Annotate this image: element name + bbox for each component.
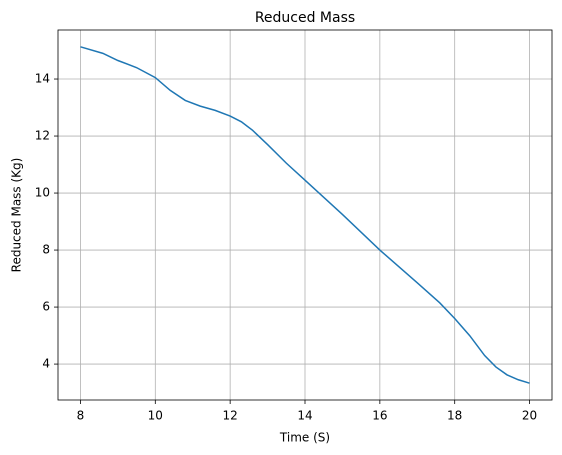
y-tick-label: 12 <box>35 129 50 143</box>
y-axis-label: Reduced Mass (Kg) <box>10 158 24 273</box>
y-tick-label: 8 <box>42 243 50 257</box>
x-tick-label: 10 <box>148 409 163 423</box>
y-tick-label: 6 <box>42 300 50 314</box>
x-tick-label: 16 <box>372 409 387 423</box>
y-tick-label: 10 <box>35 186 50 200</box>
y-tick-label: 4 <box>42 357 50 371</box>
x-tick-label: 18 <box>447 409 462 423</box>
x-axis-label: Time (S) <box>279 431 330 445</box>
x-tick-label: 12 <box>223 409 238 423</box>
x-tick-label: 8 <box>77 409 85 423</box>
chart-title: Reduced Mass <box>255 10 355 26</box>
x-tick-label: 14 <box>297 409 312 423</box>
plot-frame <box>57 29 553 401</box>
x-tick-label: 20 <box>522 409 537 423</box>
data-line <box>80 46 530 384</box>
y-tick-label: 14 <box>35 72 50 86</box>
